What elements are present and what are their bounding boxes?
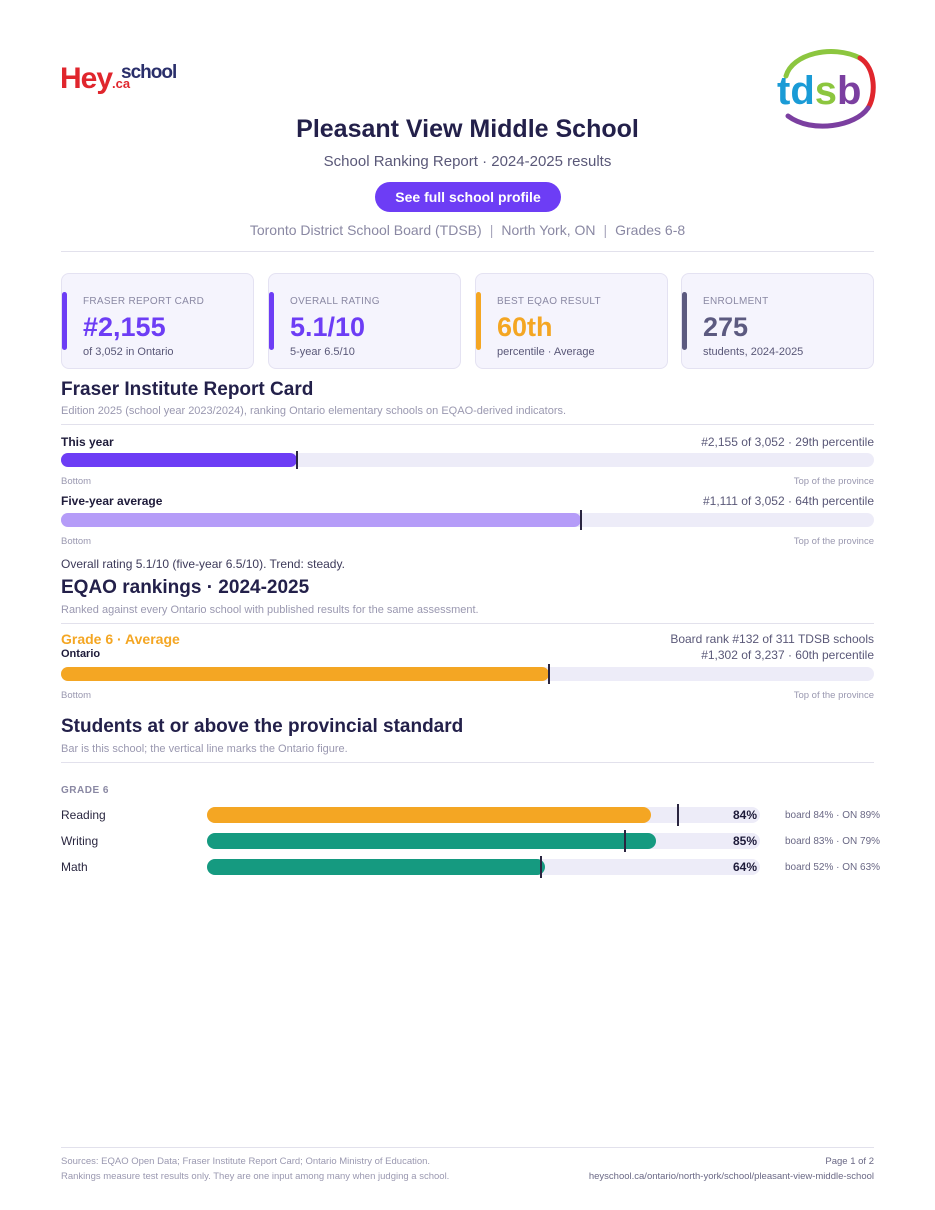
- stat-card-fraser: FRASER REPORT CARD #2,155 of 3,052 in On…: [61, 273, 254, 369]
- card-sub: students, 2024-2025: [703, 346, 804, 358]
- grade-heading: GRADE 6: [61, 785, 109, 796]
- this-year-marker: [295, 451, 298, 469]
- this-year-rank: #2,155 of 3,052 · 29th percentile: [701, 435, 874, 449]
- see-full-profile-button[interactable]: See full school profile: [375, 182, 561, 212]
- card-accent: [682, 292, 687, 350]
- fraser-summary: Overall rating 5.1/10 (five-year 6.5/10)…: [61, 557, 345, 571]
- card-label: FRASER REPORT CARD: [83, 296, 205, 307]
- location: North York, ON: [501, 222, 596, 238]
- school-result-bar: [207, 859, 545, 875]
- five-year-track: [61, 513, 874, 527]
- eqao-ontario-rank: #1,302 of 3,237 · 60th percentile: [701, 648, 874, 662]
- fraser-section-title: Fraser Institute Report Card: [61, 379, 314, 400]
- eqao-bar: [61, 667, 549, 681]
- board-name: Toronto District School Board (TDSB): [249, 222, 482, 238]
- footer-right: Page 1 of 2 heyschool.ca/ontario/north-y…: [589, 1154, 874, 1184]
- footer-sources-text: Sources: EQAO Open Data; Fraser Institut…: [61, 1156, 431, 1167]
- card-sub: percentile · Average: [497, 346, 595, 358]
- eqao-note: Ranked against every Ontario school with…: [61, 604, 479, 616]
- five-year-rank: #1,111 of 3,052 · 64th percentile: [702, 494, 874, 508]
- divider: [61, 623, 874, 624]
- stat-card-rating: OVERALL RATING 5.1/10 5-year 6.5/10: [268, 273, 461, 369]
- card-label: OVERALL RATING: [290, 296, 380, 307]
- card-accent: [269, 292, 274, 350]
- card-value: 5.1/10: [290, 312, 366, 342]
- meta-separator: |: [489, 222, 494, 238]
- divider: [61, 424, 874, 425]
- meta-separator: |: [603, 222, 608, 238]
- footer-sources: Sources: EQAO Open Data; Fraser Institut…: [61, 1154, 449, 1184]
- eqao-grade-label: Grade 6 · Average: [61, 631, 180, 647]
- ontario-marker: [677, 804, 680, 826]
- card-accent: [62, 292, 67, 350]
- standard-section-title: Students at or above the provincial stan…: [61, 716, 464, 737]
- page-title: Pleasant View Middle School: [296, 115, 639, 143]
- tdsb-logo-text: tdsb: [777, 69, 861, 113]
- card-sub: of 3,052 in Ontario: [83, 346, 174, 358]
- ontario-marker: [624, 830, 627, 852]
- axis-top-label: Top of the province: [793, 536, 874, 547]
- grade-range: Grades 6-8: [615, 222, 686, 238]
- axis-top-label: Top of the province: [793, 476, 874, 487]
- card-label: BEST EQAO RESULT: [497, 296, 601, 307]
- this-year-bar: [61, 453, 297, 467]
- card-label: ENROLMENT: [703, 296, 769, 307]
- divider: [61, 762, 874, 763]
- card-value: #2,155: [83, 312, 166, 342]
- subject-name: Math: [61, 860, 88, 874]
- subject-name: Reading: [61, 808, 106, 822]
- axis-bottom-label: Bottom: [61, 476, 92, 487]
- eqao-scope: Ontario: [61, 648, 101, 660]
- page-number: Page 1 of 2: [825, 1156, 874, 1167]
- eqao-track: [61, 667, 874, 681]
- stat-card-enrolment: ENROLMENT 275 students, 2024-2025: [681, 273, 874, 369]
- stat-card-eqao: BEST EQAO RESULT 60th percentile · Avera…: [475, 273, 668, 369]
- heyschool-logo: Hey school .ca: [60, 62, 177, 96]
- subject-percent: 84%: [733, 808, 758, 822]
- ontario-marker: [539, 856, 542, 878]
- subject-track: [207, 859, 760, 875]
- axis-top-label: Top of the province: [793, 690, 874, 701]
- eqao-board-rank: Board rank #132 of 311 TDSB schools: [670, 632, 874, 646]
- subject-comparison: board 83% · ON 79%: [785, 836, 881, 847]
- eqao-marker: [547, 664, 550, 684]
- standard-note: Bar is this school; the vertical line ma…: [61, 743, 348, 755]
- this-year-track: [61, 453, 874, 467]
- five-year-label: Five-year average: [61, 494, 163, 508]
- logo-text-ca: .ca: [112, 76, 131, 91]
- subject-comparison: board 52% · ON 63%: [785, 862, 881, 873]
- card-value: 60th: [497, 312, 553, 342]
- logo-text-school: school: [121, 62, 177, 83]
- divider: [61, 1147, 874, 1148]
- axis-bottom-label: Bottom: [61, 690, 92, 701]
- school-meta: Toronto District School Board (TDSB) | Nor…: [0, 222, 935, 238]
- school-result-bar: [207, 833, 656, 849]
- subject-track: [207, 807, 760, 823]
- subject-track: [207, 833, 760, 849]
- card-sub: 5-year 6.5/10: [290, 346, 355, 358]
- five-year-marker: [580, 510, 583, 530]
- tdsb-logo: tdsb: [777, 49, 876, 129]
- subject-name: Writing: [61, 834, 99, 848]
- footer-url[interactable]: heyschool.ca/ontario/north-york/school/p…: [588, 1171, 874, 1182]
- page-subtitle: School Ranking Report · 2024-2025 result…: [323, 153, 612, 170]
- footer-disclaimer: Rankings measure test results only. They…: [61, 1171, 450, 1182]
- divider: [61, 251, 874, 252]
- subject-percent: 85%: [733, 834, 758, 848]
- fraser-note: Edition 2025 (school year 2023/2024), ra…: [61, 405, 567, 417]
- card-accent: [476, 292, 481, 350]
- eqao-section-title: EQAO rankings · 2024-2025: [61, 577, 310, 598]
- school-result-bar: [207, 807, 651, 823]
- subject-comparison: board 84% · ON 89%: [785, 810, 881, 821]
- logo-text-hey: Hey: [60, 62, 113, 95]
- five-year-bar: [61, 513, 582, 527]
- subject-percent: 64%: [733, 860, 758, 874]
- axis-bottom-label: Bottom: [61, 536, 92, 547]
- this-year-label: This year: [61, 435, 114, 449]
- card-value: 275: [703, 312, 749, 342]
